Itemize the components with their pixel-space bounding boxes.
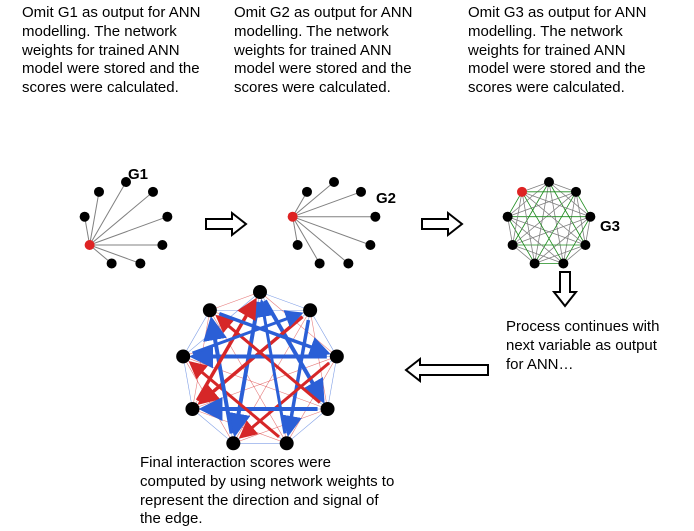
- network-g1: [74, 172, 178, 276]
- caption-g1: Omit G1 as output for ANN modelling. The…: [22, 4, 212, 98]
- label-g3: G3: [600, 218, 620, 235]
- arrow-4: [392, 356, 502, 384]
- label-g1: G1: [128, 166, 148, 183]
- network-final: [162, 272, 358, 468]
- label-g2: G2: [376, 190, 396, 207]
- network-g3: [497, 172, 601, 276]
- caption-continue: Process continues with next variable as …: [506, 318, 676, 374]
- caption-g2: Omit G2 as output for ANN modelling. The…: [234, 4, 434, 98]
- arrow-1: [192, 210, 260, 238]
- arrow-2: [408, 210, 476, 238]
- network-g2: [282, 172, 386, 276]
- caption-g3: Omit G3 as output for ANN modelling. The…: [468, 4, 668, 98]
- arrow-3: [551, 258, 579, 320]
